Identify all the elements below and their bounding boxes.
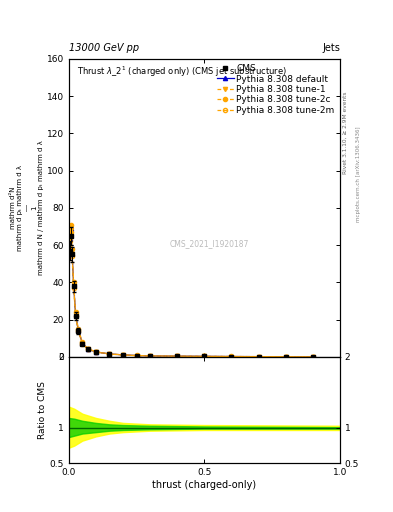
Text: Rivet 3.1.10, ≥ 2.9M events: Rivet 3.1.10, ≥ 2.9M events: [343, 92, 347, 175]
Text: Thrust $\lambda\_2^1$ (charged only) (CMS jet substructure): Thrust $\lambda\_2^1$ (charged only) (CM…: [77, 65, 287, 79]
Text: CMS_2021_I1920187: CMS_2021_I1920187: [170, 239, 250, 248]
Y-axis label: mathrm d²N
mathrm d pₜ mathrm d λ
―
1
mathrm d N / mathrm d pₜ mathrm d λ: mathrm d²N mathrm d pₜ mathrm d λ ― 1 ma…: [10, 140, 44, 275]
Y-axis label: Ratio to CMS: Ratio to CMS: [38, 381, 47, 439]
Text: Jets: Jets: [322, 43, 340, 53]
Text: 13000 GeV pp: 13000 GeV pp: [69, 43, 139, 53]
Text: mcplots.cern.ch [arXiv:1306.3436]: mcplots.cern.ch [arXiv:1306.3436]: [356, 126, 361, 222]
Legend: CMS, Pythia 8.308 default, Pythia 8.308 tune-1, Pythia 8.308 tune-2c, Pythia 8.3: CMS, Pythia 8.308 default, Pythia 8.308 …: [217, 63, 336, 116]
X-axis label: thrust (charged-only): thrust (charged-only): [152, 480, 256, 490]
